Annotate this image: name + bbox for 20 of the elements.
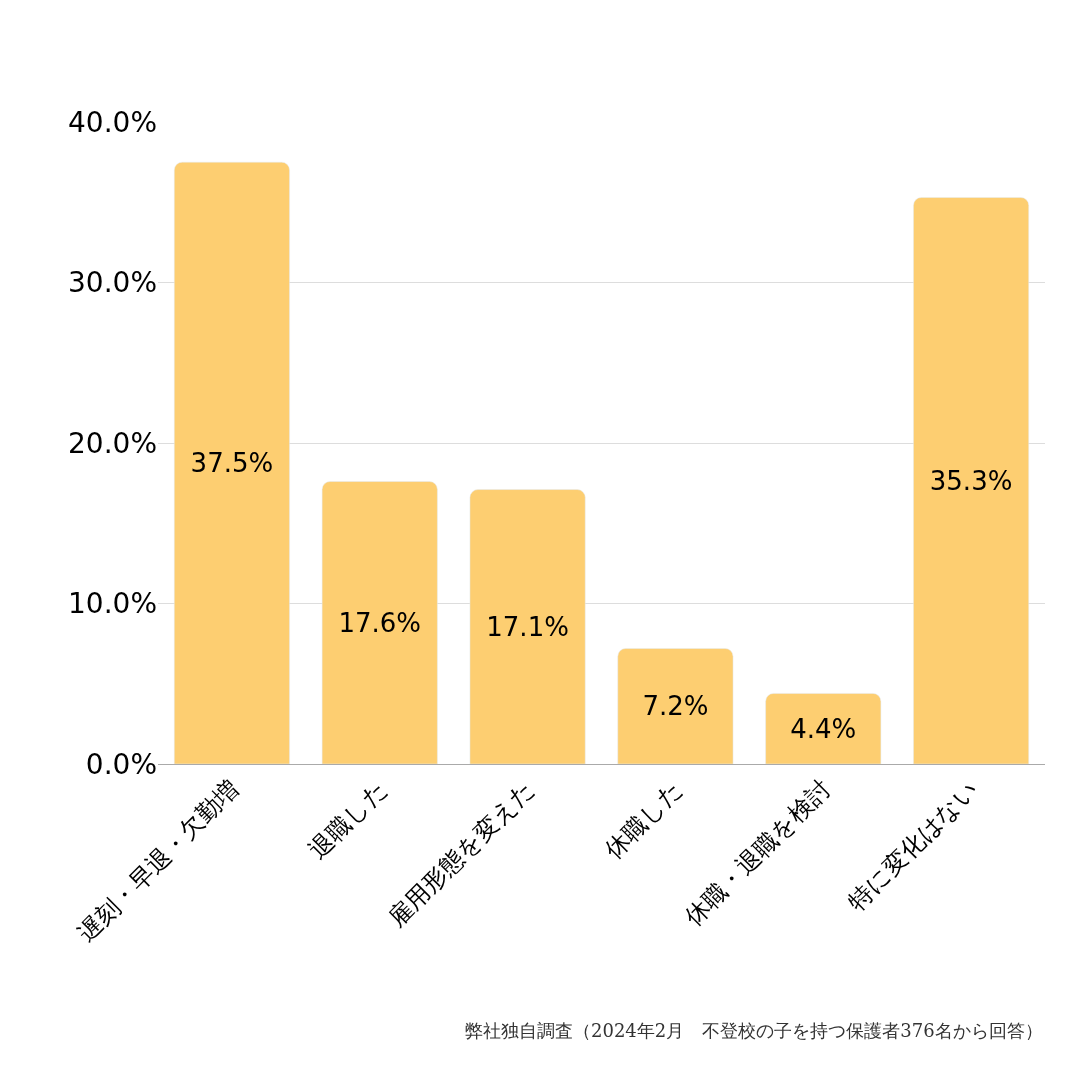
data-label: 17.6% [338, 607, 422, 638]
y-tick-label: 30.0% [68, 266, 157, 300]
bar [321, 481, 438, 764]
y-tick-label: 20.0% [68, 426, 157, 460]
x-tick-label: 休職した [599, 774, 689, 864]
data-label: 35.3% [929, 465, 1013, 496]
bar [913, 197, 1029, 764]
y-tick-label: 10.0% [68, 587, 157, 621]
bar [174, 161, 290, 764]
data-label: 7.2% [642, 691, 709, 722]
data-label: 17.1% [486, 611, 569, 642]
y-tick-label: 40.0% [68, 105, 157, 139]
x-tick-label: 退職した [303, 774, 393, 864]
bar [469, 489, 586, 764]
text: 弊社独自調査（2024年2月 不登校の子を持つ保護者376名から回答） [465, 1020, 1043, 1041]
data-label: 37.5% [190, 448, 274, 479]
x-tick-label: 特に変化はない [842, 774, 984, 917]
data-label: 4.4% [790, 713, 857, 744]
bar [617, 648, 734, 764]
bar [765, 693, 882, 764]
